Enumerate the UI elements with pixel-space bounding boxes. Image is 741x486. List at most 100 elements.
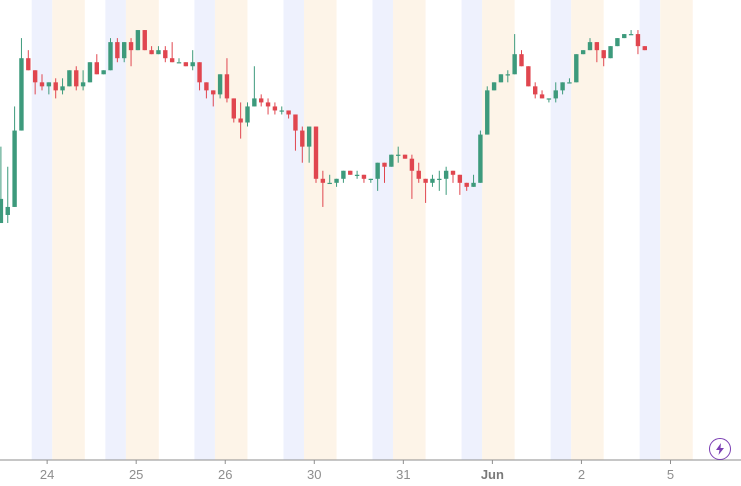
after-hours-band	[214, 0, 248, 460]
candle-up	[279, 110, 284, 112]
candle-up	[389, 154, 394, 167]
candle-up	[574, 54, 579, 83]
candle-down	[320, 178, 326, 183]
candle-up	[245, 106, 250, 123]
after-hours-band	[482, 0, 515, 460]
candle-up	[190, 62, 195, 67]
candle-up	[512, 54, 517, 75]
candle-up	[615, 38, 620, 47]
candle-up	[368, 178, 373, 180]
candle-down	[74, 70, 79, 87]
candle-down	[402, 154, 408, 159]
candle-up	[334, 178, 339, 183]
candle-up	[46, 82, 52, 87]
candle-down	[197, 62, 202, 83]
candle-up	[101, 70, 106, 75]
candle-down	[594, 42, 600, 51]
candle-down	[224, 74, 230, 99]
candle-down	[635, 34, 641, 47]
candle-up	[122, 42, 127, 59]
pre-market-band	[461, 0, 483, 460]
candle-up	[553, 90, 558, 99]
session-bands	[31, 0, 693, 460]
candle-up	[491, 82, 497, 91]
candle-down	[601, 50, 606, 59]
x-tick-label: 30	[307, 467, 321, 482]
candle-up	[327, 182, 332, 185]
candle-up	[437, 178, 442, 180]
candle-down	[265, 102, 271, 107]
candle-up	[546, 98, 552, 100]
candle-up	[430, 178, 435, 183]
candle-up	[87, 62, 93, 83]
candles	[0, 30, 647, 224]
candle-down	[149, 50, 154, 55]
lightning-icon	[716, 443, 724, 455]
candle-up	[608, 46, 613, 59]
after-hours-band	[125, 0, 159, 460]
pre-market-band	[550, 0, 572, 460]
after-hours-band	[304, 0, 337, 460]
candle-up	[628, 34, 634, 36]
pre-market-band	[372, 0, 394, 460]
candle-down	[231, 98, 236, 119]
candle-up	[580, 50, 586, 55]
candle-down	[313, 126, 319, 179]
candle-down	[457, 174, 463, 183]
x-axis-ticks: 24 25 26 30 31 Jun 2 5	[40, 460, 674, 482]
after-hours-band	[660, 0, 693, 460]
candle-down	[94, 62, 99, 75]
candle-down	[204, 82, 209, 91]
candle-down	[115, 42, 120, 59]
candle-down	[39, 82, 45, 87]
pre-market-band	[194, 0, 215, 460]
candle-up	[135, 30, 141, 51]
candle-down	[238, 118, 243, 123]
candle-up	[0, 198, 4, 224]
lightning-button[interactable]	[709, 438, 731, 460]
candle-up	[19, 58, 24, 131]
candle-down	[26, 58, 31, 71]
candle-up	[217, 74, 223, 95]
candle-down	[533, 86, 538, 95]
candle-down	[526, 66, 531, 87]
candle-up	[108, 42, 113, 71]
candle-down	[348, 170, 353, 175]
candle-up	[560, 82, 565, 91]
candle-up	[341, 170, 346, 179]
candle-up	[306, 126, 312, 147]
candle-up	[567, 82, 572, 84]
candle-down	[539, 94, 545, 99]
candle-down	[464, 182, 469, 187]
pre-market-band	[639, 0, 661, 460]
candle-down	[128, 42, 134, 51]
candle-down	[416, 170, 421, 179]
candle-up	[485, 90, 490, 135]
candle-up	[622, 34, 627, 39]
candle-down	[163, 50, 168, 59]
candle-down	[169, 58, 175, 63]
candle-up	[587, 42, 593, 51]
candle-up	[498, 74, 504, 83]
candle-up	[156, 50, 161, 55]
candle-up	[375, 162, 380, 179]
candle-up	[396, 154, 401, 156]
candle-down	[409, 158, 415, 171]
candle-up	[478, 134, 483, 183]
candle-down	[300, 130, 305, 147]
candle-down	[259, 98, 264, 103]
candle-up	[354, 174, 360, 176]
after-hours-band	[52, 0, 85, 460]
candle-up	[5, 206, 10, 215]
after-hours-band	[393, 0, 426, 460]
candle-down	[183, 62, 189, 67]
candle-down	[293, 114, 298, 131]
candle-up	[60, 86, 65, 91]
x-tick-label: 5	[667, 467, 674, 482]
x-tick-label: 24	[40, 467, 54, 482]
pre-market-band	[31, 0, 53, 460]
pre-market-band	[283, 0, 305, 460]
candle-down	[32, 70, 38, 83]
candle-down	[286, 110, 291, 115]
x-tick-label: 31	[396, 467, 410, 482]
